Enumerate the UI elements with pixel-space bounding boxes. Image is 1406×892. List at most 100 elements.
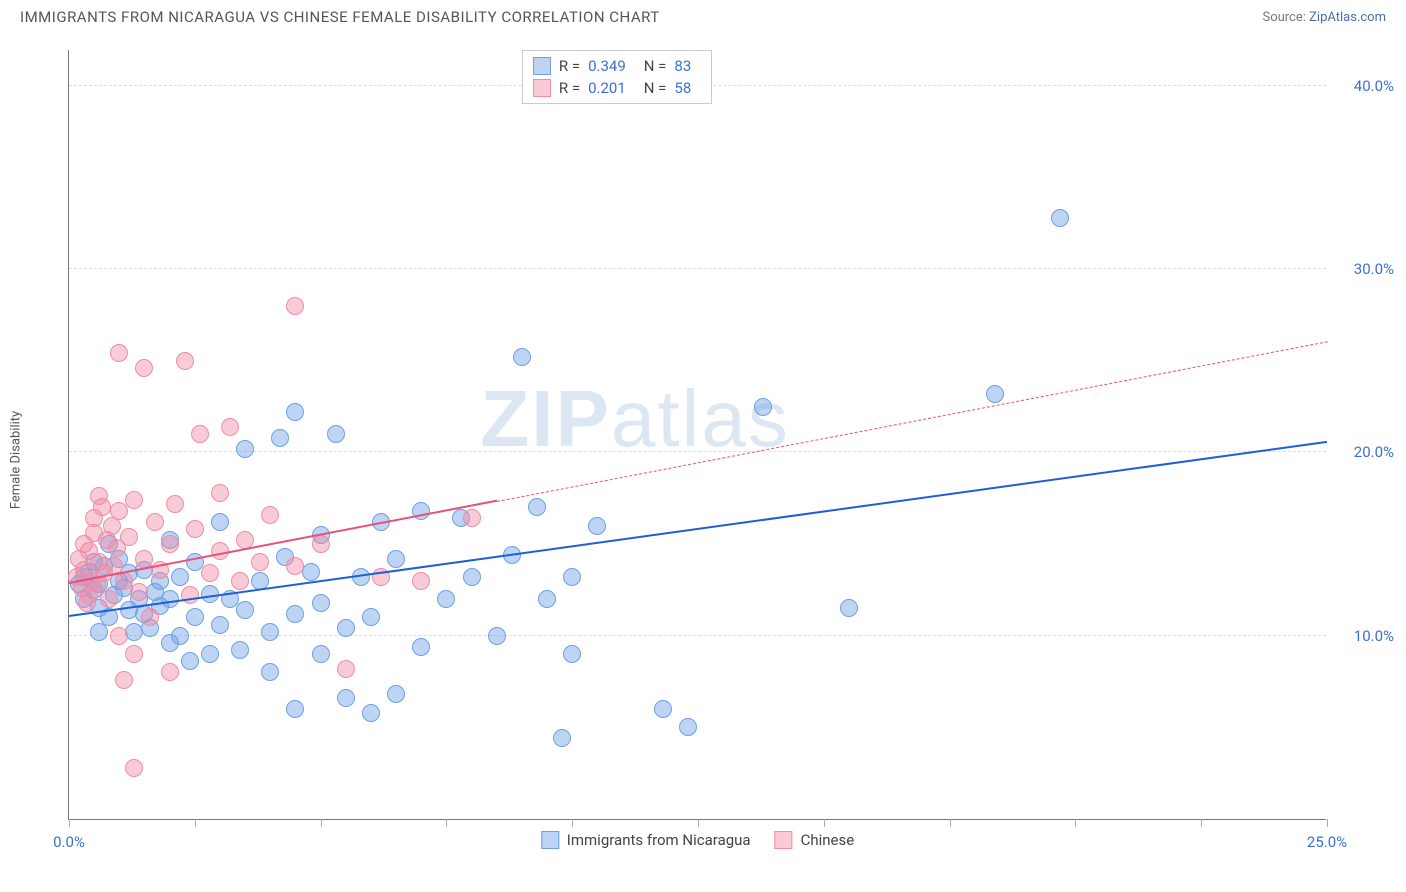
y-tick-label: 10.0%	[1354, 627, 1394, 645]
data-point	[412, 572, 430, 590]
x-tick	[698, 819, 699, 827]
data-point	[286, 557, 304, 575]
data-point	[387, 685, 405, 703]
data-point	[286, 605, 304, 623]
data-point	[110, 502, 128, 520]
x-tick	[446, 819, 447, 827]
data-point	[201, 645, 219, 663]
data-point	[211, 616, 229, 634]
data-point	[437, 590, 455, 608]
y-axis-label: Female Disability	[9, 411, 24, 509]
chart-title: IMMIGRANTS FROM NICARAGUA VS CHINESE FEM…	[20, 8, 660, 26]
data-point	[679, 718, 697, 736]
legend-item: Immigrants from Nicaragua	[541, 831, 751, 849]
gridline	[69, 451, 1326, 452]
data-point	[171, 627, 189, 645]
data-point	[528, 498, 546, 516]
data-point	[125, 759, 143, 777]
regression-line	[497, 341, 1327, 502]
data-point	[90, 623, 108, 641]
data-point	[166, 495, 184, 513]
legend-swatch	[533, 57, 551, 75]
data-point	[362, 704, 380, 722]
data-point	[171, 568, 189, 586]
data-point	[120, 528, 138, 546]
data-point	[110, 344, 128, 362]
data-point	[211, 484, 229, 502]
data-point	[221, 418, 239, 436]
legend-label: Immigrants from Nicaragua	[567, 831, 751, 849]
data-point	[141, 608, 159, 626]
data-point	[191, 425, 209, 443]
x-tick	[1327, 819, 1328, 827]
data-point	[100, 590, 118, 608]
regression-line	[69, 441, 1327, 617]
plot-region: 10.0%20.0%30.0%40.0%0.0%25.0%ZIPatlasR =…	[68, 50, 1326, 820]
x-tick	[1201, 819, 1202, 827]
y-tick-label: 40.0%	[1354, 77, 1394, 95]
data-point	[135, 359, 153, 377]
x-tick	[69, 819, 70, 827]
data-point	[125, 645, 143, 663]
legend-swatch	[775, 831, 793, 849]
data-point	[312, 645, 330, 663]
data-point	[1051, 209, 1069, 227]
data-point	[261, 623, 279, 641]
data-point	[201, 564, 219, 582]
legend-swatch	[541, 831, 559, 849]
data-point	[387, 550, 405, 568]
data-point	[161, 663, 179, 681]
data-point	[553, 729, 571, 747]
source-link[interactable]: ZipAtlas.com	[1309, 10, 1386, 25]
data-point	[337, 689, 355, 707]
data-point	[181, 652, 199, 670]
data-point	[312, 535, 330, 553]
data-point	[161, 590, 179, 608]
data-point	[563, 568, 581, 586]
data-point	[251, 553, 269, 571]
x-tick-label: 0.0%	[53, 833, 85, 851]
data-point	[463, 568, 481, 586]
gridline	[69, 268, 1326, 269]
correlation-legend: R = 0.349N = 83R = 0.201N = 58	[522, 50, 712, 104]
data-point	[186, 608, 204, 626]
data-point	[261, 506, 279, 524]
data-point	[236, 601, 254, 619]
x-tick	[824, 819, 825, 827]
data-point	[231, 641, 249, 659]
data-point	[337, 619, 355, 637]
x-tick-label: 25.0%	[1307, 833, 1347, 851]
data-point	[488, 627, 506, 645]
data-point	[286, 297, 304, 315]
data-point	[125, 491, 143, 509]
data-point	[412, 638, 430, 656]
data-point	[327, 425, 345, 443]
data-point	[337, 660, 355, 678]
data-point	[90, 487, 108, 505]
x-tick	[195, 819, 196, 827]
data-point	[513, 348, 531, 366]
data-point	[161, 535, 179, 553]
data-point	[271, 429, 289, 447]
data-point	[840, 599, 858, 617]
y-tick-label: 20.0%	[1354, 443, 1394, 461]
data-point	[754, 398, 772, 416]
chart-area: Female Disability 10.0%20.0%30.0%40.0%0.…	[20, 36, 1386, 884]
legend-label: Chinese	[801, 831, 855, 849]
data-point	[588, 517, 606, 535]
data-point	[563, 645, 581, 663]
legend-row: R = 0.201N = 58	[533, 77, 701, 99]
data-point	[362, 608, 380, 626]
data-point	[286, 700, 304, 718]
x-tick	[321, 819, 322, 827]
data-point	[654, 700, 672, 718]
data-point	[986, 385, 1004, 403]
data-point	[186, 520, 204, 538]
data-point	[181, 586, 199, 604]
x-tick	[572, 819, 573, 827]
data-point	[463, 509, 481, 527]
data-point	[236, 440, 254, 458]
data-point	[110, 627, 128, 645]
series-legend: Immigrants from Nicaragua Chinese	[541, 831, 854, 849]
x-tick	[1075, 819, 1076, 827]
